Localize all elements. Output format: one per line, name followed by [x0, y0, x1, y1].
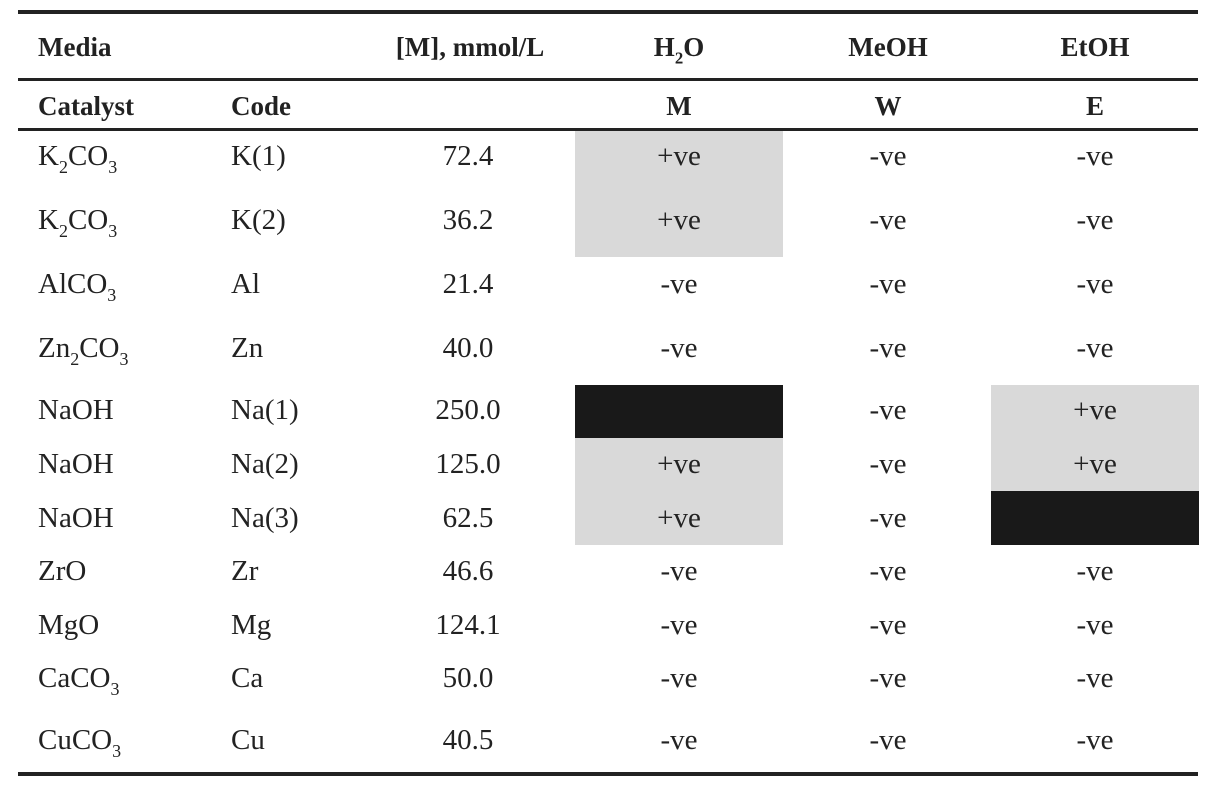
- result-cell-meoh: -ve: [869, 609, 907, 641]
- result-cell-h2o: +ve: [657, 448, 701, 480]
- catalyst-cell: CuCO3: [38, 724, 122, 762]
- code-cell: Ca: [231, 662, 264, 694]
- media-header-etoh: EtOH: [1060, 32, 1130, 62]
- code-cell: Al: [231, 268, 260, 300]
- column-header-rule: [18, 128, 1198, 131]
- concentration-cell: 62.5: [442, 502, 494, 534]
- result-cell-meoh: -ve: [869, 724, 907, 756]
- code-header-label: Code: [231, 91, 291, 121]
- positive-highlight-cell: [991, 438, 1199, 491]
- result-cell-etoh: -ve: [1076, 724, 1114, 756]
- media-header-meoh: MeOH: [848, 32, 928, 62]
- code-cell: Na(1): [231, 394, 299, 426]
- result-cell-meoh: -ve: [869, 140, 907, 172]
- table-bottom-rule: [18, 772, 1198, 776]
- concentration-cell: 46.6: [442, 555, 494, 587]
- result-cell-etoh: -ve: [1076, 140, 1114, 172]
- media-header-h2o: H2O: [653, 32, 705, 68]
- result-cell-etoh: +ve: [1073, 448, 1117, 480]
- catalyst-cell: K2CO3: [38, 140, 118, 178]
- result-cell-meoh: -ve: [869, 502, 907, 534]
- media-code-e: E: [1085, 91, 1104, 121]
- catalyst-cell: NaOH: [38, 394, 114, 426]
- catalyst-cell: ZrO: [38, 555, 87, 587]
- result-cell-h2o: -ve: [660, 555, 698, 587]
- result-cell-h2o: +ve: [657, 502, 701, 534]
- media-code-m: M: [666, 91, 692, 121]
- result-cell-etoh: -ve: [1076, 204, 1114, 236]
- catalyst-cell: AlCO3: [38, 268, 117, 306]
- concentration-cell: 125.0: [435, 448, 501, 480]
- catalyst-cell: NaOH: [38, 502, 114, 534]
- result-cell-h2o: -ve: [660, 724, 698, 756]
- catalyst-cell: Zn2CO3: [38, 332, 129, 370]
- result-cell-etoh: -ve: [1076, 555, 1114, 587]
- positive-highlight-cell: [575, 491, 783, 545]
- result-cell-h2o: -ve: [660, 332, 698, 364]
- result-cell-h2o: -ve: [660, 662, 698, 694]
- concentration-cell: 124.1: [435, 609, 501, 641]
- code-cell: K(1): [231, 140, 286, 172]
- code-cell: Mg: [231, 609, 272, 641]
- positive-highlight-cell: [575, 438, 783, 491]
- concentration-cell: 21.4: [442, 268, 494, 300]
- catalyst-cell: K2CO3: [38, 204, 118, 242]
- result-cell-meoh: -ve: [869, 394, 907, 426]
- code-cell: Zn: [231, 332, 264, 364]
- positive-highlight-cell: [991, 385, 1199, 438]
- blacked-out-cell: [575, 385, 783, 438]
- result-cell-meoh: -ve: [869, 268, 907, 300]
- concentration-cell: 40.0: [442, 332, 494, 364]
- result-cell-etoh: -ve: [1076, 662, 1114, 694]
- code-cell: Cu: [231, 724, 265, 756]
- media-code-w: W: [874, 91, 902, 121]
- result-cell-etoh: -ve: [1076, 268, 1114, 300]
- result-cell-etoh: -ve: [1076, 332, 1114, 364]
- concentration-cell: 50.0: [442, 662, 494, 694]
- blacked-out-cell: [991, 491, 1199, 545]
- table-top-rule: [18, 10, 1198, 14]
- catalyst-cell: NaOH: [38, 448, 114, 480]
- result-cell-meoh: -ve: [869, 448, 907, 480]
- result-cell-h2o: +ve: [657, 140, 701, 172]
- concentration-cell: 72.4: [442, 140, 494, 172]
- code-cell: Zr: [231, 555, 259, 587]
- code-cell: Na(2): [231, 448, 299, 480]
- concentration-cell: 36.2: [442, 204, 494, 236]
- result-cell-meoh: -ve: [869, 555, 907, 587]
- catalyst-header-label: Catalyst: [38, 91, 134, 121]
- positive-highlight-cell: [575, 131, 783, 194]
- result-cell-etoh: +ve: [1073, 394, 1117, 426]
- code-cell: Na(3): [231, 502, 299, 534]
- result-cell-h2o: -ve: [660, 268, 698, 300]
- result-cell-h2o: +ve: [657, 204, 701, 236]
- result-cell-meoh: -ve: [869, 204, 907, 236]
- code-cell: K(2): [231, 204, 286, 236]
- catalyst-media-table: Media [M], mmol/L H2O MeOH EtOH Catalyst…: [18, 0, 1199, 794]
- catalyst-cell: CaCO3: [38, 662, 120, 700]
- result-cell-meoh: -ve: [869, 662, 907, 694]
- header-divider-rule: [18, 78, 1198, 81]
- catalyst-cell: MgO: [38, 609, 100, 641]
- concentration-header: [M], mmol/L: [395, 32, 545, 62]
- positive-highlight-cell: [575, 194, 783, 257]
- media-header-label: Media: [38, 32, 112, 62]
- result-cell-meoh: -ve: [869, 332, 907, 364]
- result-cell-etoh: -ve: [1076, 609, 1114, 641]
- result-cell-h2o: -ve: [660, 609, 698, 641]
- concentration-cell: 250.0: [435, 394, 501, 426]
- concentration-cell: 40.5: [442, 724, 494, 756]
